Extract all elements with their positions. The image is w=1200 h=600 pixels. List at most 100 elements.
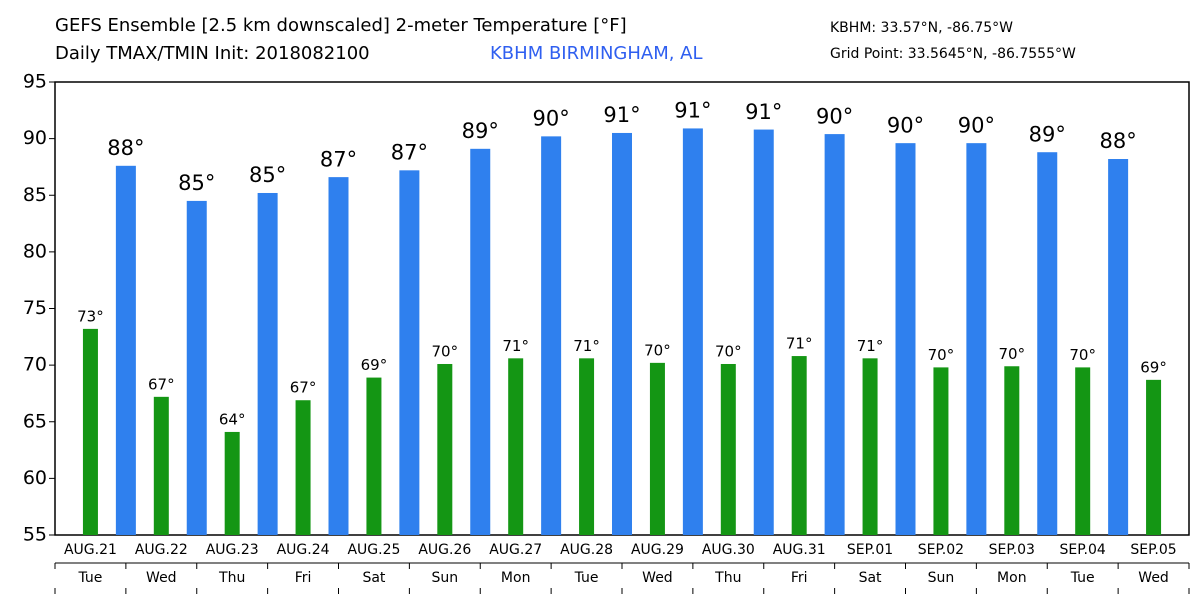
value-label: 91° bbox=[674, 99, 711, 123]
value-label: 64° bbox=[219, 410, 246, 428]
bar bbox=[791, 356, 807, 535]
bar bbox=[1075, 367, 1091, 535]
x-tick-label: SEP.04 bbox=[1060, 542, 1106, 558]
bar bbox=[437, 363, 453, 535]
value-label: 90° bbox=[958, 113, 995, 137]
bar bbox=[366, 377, 382, 535]
value-label: 91° bbox=[745, 100, 782, 124]
bar bbox=[649, 362, 665, 535]
value-label: 70° bbox=[999, 345, 1026, 363]
weekday-label: Tue bbox=[77, 570, 102, 586]
bar bbox=[1146, 379, 1162, 535]
y-tick-label: 90 bbox=[23, 127, 47, 149]
bar bbox=[612, 132, 632, 535]
x-tick-label: AUG.23 bbox=[206, 542, 259, 558]
value-label: 85° bbox=[178, 171, 215, 195]
bar bbox=[328, 177, 349, 535]
x-tick-label: AUG.31 bbox=[773, 542, 826, 558]
value-label: 70° bbox=[432, 342, 459, 360]
value-label: 89° bbox=[1029, 122, 1066, 146]
bar bbox=[1004, 366, 1020, 535]
y-tick-label: 85 bbox=[23, 184, 47, 206]
y-tick-label: 80 bbox=[23, 240, 47, 262]
x-tick-label: AUG.21 bbox=[64, 542, 117, 558]
value-label: 69° bbox=[1140, 358, 1167, 376]
bar bbox=[186, 200, 207, 535]
weekday-label: Wed bbox=[642, 570, 673, 586]
value-label: 70° bbox=[928, 346, 955, 364]
value-label: 87° bbox=[320, 147, 357, 171]
y-tick-label: 65 bbox=[23, 410, 47, 432]
bar bbox=[720, 363, 736, 535]
bar bbox=[224, 431, 240, 535]
bar bbox=[257, 192, 278, 536]
x-tick-label: AUG.29 bbox=[631, 542, 684, 558]
x-tick-label: AUG.24 bbox=[277, 542, 330, 558]
bar bbox=[470, 148, 491, 535]
x-tick-label: AUG.30 bbox=[702, 542, 755, 558]
value-label: 67° bbox=[148, 375, 175, 393]
bar bbox=[399, 170, 420, 535]
grid-point: Grid Point: 33.5645°N, -86.7555°W bbox=[830, 46, 1076, 62]
bar bbox=[753, 129, 774, 535]
bar bbox=[115, 165, 136, 535]
weekday-label: Sun bbox=[928, 570, 955, 586]
x-tick-label: AUG.25 bbox=[347, 542, 400, 558]
y-tick-label: 55 bbox=[23, 524, 47, 546]
value-label: 71° bbox=[857, 337, 884, 355]
bar bbox=[153, 396, 169, 535]
bar bbox=[508, 358, 524, 535]
location: KBHM BIRMINGHAM, AL bbox=[490, 43, 703, 64]
value-label: 88° bbox=[107, 136, 144, 160]
y-tick-label: 95 bbox=[23, 71, 47, 93]
x-tick-label: AUG.22 bbox=[135, 542, 188, 558]
weekday-label: Tue bbox=[574, 570, 599, 586]
value-label: 71° bbox=[502, 337, 529, 355]
weekday-label: Thu bbox=[218, 570, 245, 586]
bar bbox=[82, 328, 98, 535]
bar bbox=[682, 128, 703, 535]
weekday-label: Sun bbox=[431, 570, 458, 586]
value-label: 88° bbox=[1100, 129, 1137, 153]
x-tick-label: AUG.27 bbox=[489, 542, 542, 558]
bar bbox=[895, 143, 916, 535]
station-coords: KBHM: 33.57°N, -86.75°W bbox=[830, 20, 1013, 36]
weekday-label: Wed bbox=[1138, 570, 1169, 586]
bar bbox=[933, 367, 949, 535]
y-tick-label: 70 bbox=[23, 354, 47, 376]
weekday-label: Mon bbox=[501, 570, 531, 586]
x-tick-label: AUG.26 bbox=[418, 542, 471, 558]
value-label: 90° bbox=[887, 113, 924, 137]
value-label: 89° bbox=[462, 119, 499, 143]
y-tick-label: 75 bbox=[23, 297, 47, 319]
weekday-label: Wed bbox=[146, 570, 177, 586]
value-label: 69° bbox=[361, 356, 388, 374]
value-label: 67° bbox=[290, 379, 317, 397]
weekday-label: Thu bbox=[714, 570, 741, 586]
value-label: 91° bbox=[603, 103, 640, 127]
bar bbox=[1108, 159, 1129, 535]
value-label: 70° bbox=[644, 341, 671, 359]
chart-subtitle: Daily TMAX/TMIN Init: 2018082100 bbox=[55, 43, 370, 64]
value-label: 70° bbox=[715, 342, 742, 360]
x-tick-label: SEP.03 bbox=[989, 542, 1035, 558]
x-tick-label: SEP.01 bbox=[847, 542, 893, 558]
value-label: 90° bbox=[816, 104, 853, 128]
bar bbox=[541, 136, 562, 536]
bar bbox=[295, 400, 311, 535]
value-label: 87° bbox=[391, 141, 428, 165]
value-label: 71° bbox=[573, 337, 600, 355]
weekday-label: Fri bbox=[295, 570, 312, 586]
bar bbox=[862, 358, 878, 535]
value-label: 90° bbox=[533, 107, 570, 131]
x-tick-label: SEP.02 bbox=[918, 542, 964, 558]
weekday-label: Sat bbox=[362, 570, 385, 586]
weekday-label: Mon bbox=[997, 570, 1027, 586]
bar bbox=[1037, 152, 1058, 535]
weekday-label: Tue bbox=[1070, 570, 1095, 586]
bar bbox=[966, 143, 987, 535]
value-label: 85° bbox=[249, 163, 286, 187]
weekday-label: Sat bbox=[859, 570, 882, 586]
value-label: 73° bbox=[77, 307, 104, 325]
